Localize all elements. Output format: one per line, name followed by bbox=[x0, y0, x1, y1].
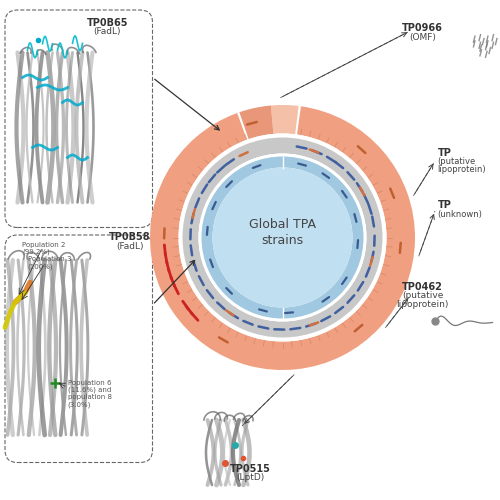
Wedge shape bbox=[150, 106, 415, 370]
Wedge shape bbox=[240, 106, 274, 139]
Text: TP0462: TP0462 bbox=[402, 282, 443, 292]
Text: (LptD): (LptD) bbox=[236, 473, 264, 482]
Text: TP0966: TP0966 bbox=[402, 23, 443, 33]
Text: lipoprotein): lipoprotein) bbox=[438, 166, 486, 174]
Circle shape bbox=[212, 168, 352, 308]
Text: TP: TP bbox=[438, 200, 452, 210]
Text: (FadL): (FadL) bbox=[116, 242, 144, 251]
Wedge shape bbox=[271, 105, 298, 134]
Text: Population 2
(99.2%): Population 2 (99.2%) bbox=[22, 242, 66, 255]
Text: TP0B58: TP0B58 bbox=[109, 232, 151, 242]
Text: Global TPA
strains: Global TPA strains bbox=[249, 218, 316, 246]
Wedge shape bbox=[182, 138, 382, 338]
Wedge shape bbox=[178, 134, 386, 342]
Text: lipoprotein): lipoprotein) bbox=[396, 300, 448, 309]
Text: Population 3
(100%): Population 3 (100%) bbox=[28, 256, 71, 270]
Text: (unknown): (unknown) bbox=[438, 210, 482, 218]
Text: (OMF): (OMF) bbox=[409, 32, 436, 42]
Wedge shape bbox=[198, 154, 366, 322]
Text: (putative: (putative bbox=[402, 292, 443, 300]
Text: TP: TP bbox=[438, 148, 452, 158]
Text: Population 6
(11.6%) and
population 8
(3.0%): Population 6 (11.6%) and population 8 (3… bbox=[68, 380, 112, 407]
Text: TP0B65: TP0B65 bbox=[87, 18, 128, 28]
FancyBboxPatch shape bbox=[5, 10, 152, 228]
Text: TP0515: TP0515 bbox=[230, 464, 270, 474]
Text: (putative: (putative bbox=[438, 158, 476, 166]
FancyBboxPatch shape bbox=[5, 235, 152, 462]
Wedge shape bbox=[202, 156, 364, 318]
Text: (FadL): (FadL) bbox=[94, 27, 121, 36]
